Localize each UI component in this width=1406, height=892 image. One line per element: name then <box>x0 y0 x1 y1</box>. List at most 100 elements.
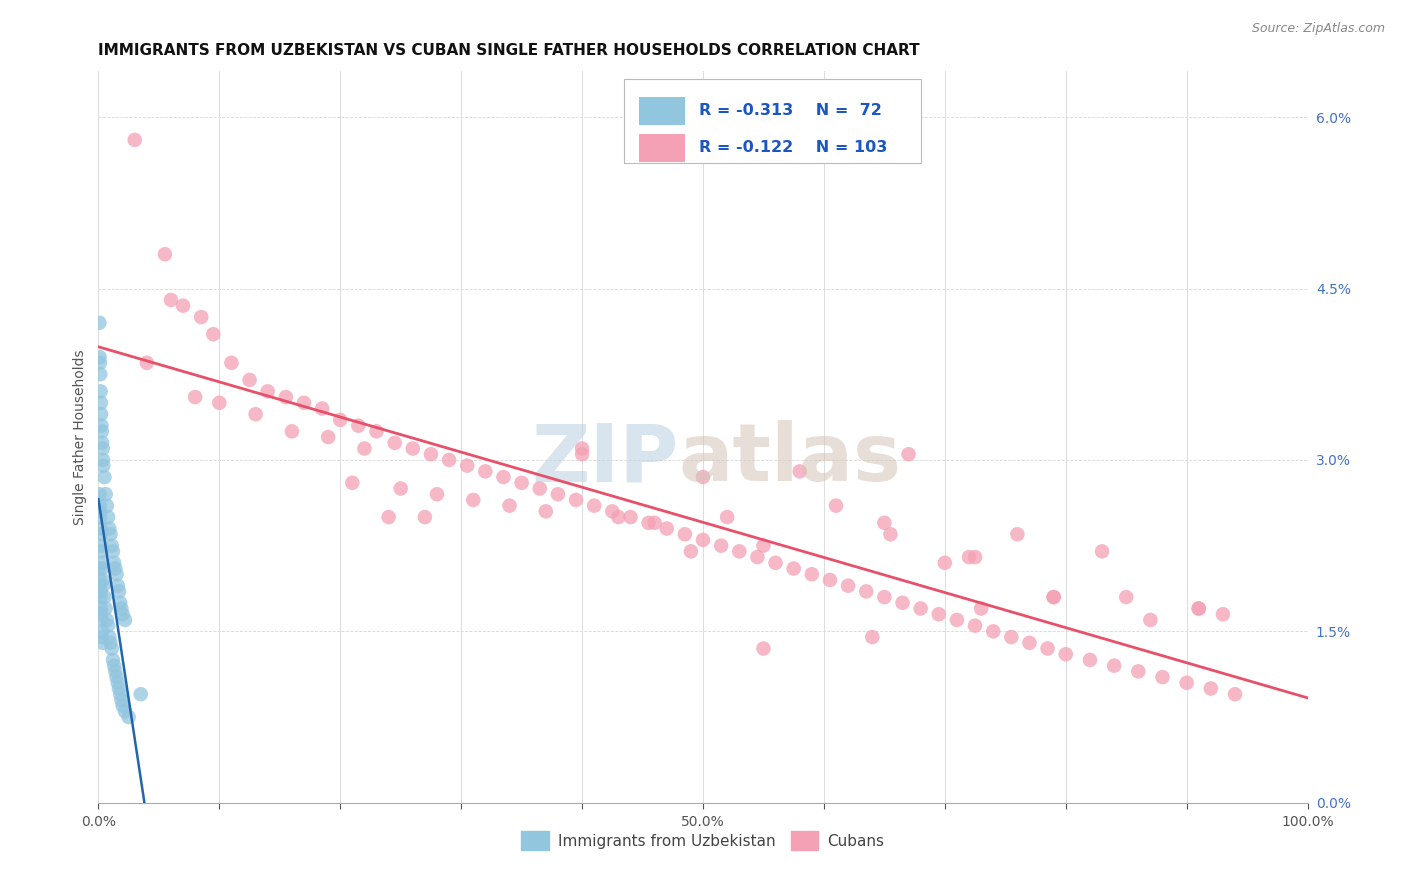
Point <box>190 310 212 324</box>
Point <box>366 425 388 439</box>
Point <box>93 470 115 484</box>
Point <box>100 527 122 541</box>
Point <box>110 693 132 707</box>
Point <box>316 430 339 444</box>
Point <box>89 356 111 370</box>
Point <box>90 556 112 570</box>
Point <box>100 641 122 656</box>
Text: Source: ZipAtlas.com: Source: ZipAtlas.com <box>1251 22 1385 36</box>
Point <box>1223 687 1246 701</box>
Point <box>160 293 183 307</box>
Point <box>256 384 278 399</box>
Point <box>752 641 775 656</box>
Point <box>1007 527 1029 541</box>
Point <box>910 601 932 615</box>
Y-axis label: Single Father Households: Single Father Households <box>73 350 87 524</box>
Point <box>510 475 533 490</box>
Point <box>583 499 606 513</box>
Point <box>89 499 111 513</box>
Point <box>89 579 111 593</box>
Point <box>172 299 194 313</box>
Point <box>91 630 114 644</box>
Point <box>747 550 769 565</box>
Point <box>91 435 114 450</box>
Point <box>928 607 950 622</box>
Point <box>221 356 243 370</box>
Point <box>534 504 557 518</box>
Point <box>789 464 811 478</box>
Point <box>492 470 515 484</box>
Point <box>571 442 593 456</box>
Point <box>752 539 775 553</box>
Text: ZIP: ZIP <box>531 420 679 498</box>
Point <box>1128 665 1150 679</box>
Point <box>110 601 132 615</box>
Text: atlas: atlas <box>679 420 901 498</box>
Point <box>619 510 641 524</box>
Point <box>426 487 449 501</box>
Point <box>98 630 121 644</box>
Point <box>111 607 134 622</box>
Point <box>108 584 131 599</box>
Point <box>891 596 914 610</box>
Point <box>103 556 125 570</box>
Point <box>728 544 751 558</box>
Point <box>89 573 111 587</box>
Point <box>1054 647 1077 661</box>
Point <box>1091 544 1114 558</box>
Point <box>90 613 112 627</box>
Point <box>292 396 315 410</box>
Point <box>402 442 425 456</box>
Point <box>90 425 112 439</box>
Point <box>783 561 806 575</box>
Point <box>90 544 112 558</box>
Point <box>103 658 125 673</box>
Point <box>1036 641 1059 656</box>
Point <box>245 407 267 421</box>
Point <box>957 550 980 565</box>
Point <box>547 487 569 501</box>
Text: IMMIGRANTS FROM UZBEKISTAN VS CUBAN SINGLE FATHER HOUSEHOLDS CORRELATION CHART: IMMIGRANTS FROM UZBEKISTAN VS CUBAN SING… <box>98 43 920 58</box>
Point <box>90 601 112 615</box>
Point <box>965 550 987 565</box>
Point <box>673 527 696 541</box>
Point <box>89 350 111 364</box>
Point <box>90 418 112 433</box>
Point <box>94 487 117 501</box>
Point <box>91 453 114 467</box>
Point <box>107 579 129 593</box>
Point <box>716 510 738 524</box>
Point <box>239 373 262 387</box>
Point <box>96 613 118 627</box>
Point <box>463 492 485 507</box>
Point <box>108 596 131 610</box>
Point <box>897 447 920 461</box>
Point <box>202 327 225 342</box>
Point <box>1188 601 1211 615</box>
Point <box>1152 670 1174 684</box>
Point <box>873 590 896 604</box>
Point <box>637 516 659 530</box>
Point <box>1042 590 1064 604</box>
Point <box>89 368 111 382</box>
Point <box>965 618 987 632</box>
Point <box>311 401 333 416</box>
Point <box>692 470 714 484</box>
Point <box>498 499 520 513</box>
Point <box>607 510 630 524</box>
Point <box>90 384 112 399</box>
Point <box>89 487 111 501</box>
FancyBboxPatch shape <box>638 96 685 125</box>
Point <box>91 561 114 575</box>
Point <box>855 584 877 599</box>
Point <box>129 687 152 701</box>
Point <box>837 579 859 593</box>
Text: R = -0.313    N =  72: R = -0.313 N = 72 <box>699 103 882 118</box>
Point <box>565 492 588 507</box>
Point <box>184 390 207 404</box>
Point <box>90 590 112 604</box>
Point <box>1212 607 1234 622</box>
Point <box>104 561 127 575</box>
FancyBboxPatch shape <box>638 134 685 161</box>
Point <box>89 561 111 575</box>
